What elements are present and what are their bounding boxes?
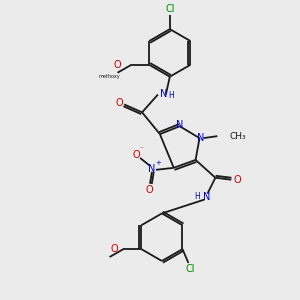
Text: H: H — [168, 91, 174, 100]
Text: O: O — [111, 244, 118, 254]
Text: O: O — [116, 98, 123, 108]
Text: H: H — [194, 192, 200, 201]
Text: Cl: Cl — [165, 4, 175, 14]
Text: +: + — [155, 160, 161, 166]
Text: N: N — [176, 120, 183, 130]
Text: CH₃: CH₃ — [229, 132, 246, 141]
Text: O: O — [114, 60, 122, 70]
Text: Cl: Cl — [186, 264, 195, 274]
Text: methoxy: methoxy — [99, 74, 120, 79]
Text: O: O — [145, 184, 153, 195]
Text: N: N — [203, 192, 210, 202]
Text: O: O — [132, 150, 140, 160]
Text: N: N — [197, 133, 204, 143]
Text: N: N — [160, 88, 167, 98]
Text: N: N — [148, 164, 156, 174]
Text: O: O — [233, 175, 241, 185]
Text: ⁻: ⁻ — [139, 145, 143, 154]
